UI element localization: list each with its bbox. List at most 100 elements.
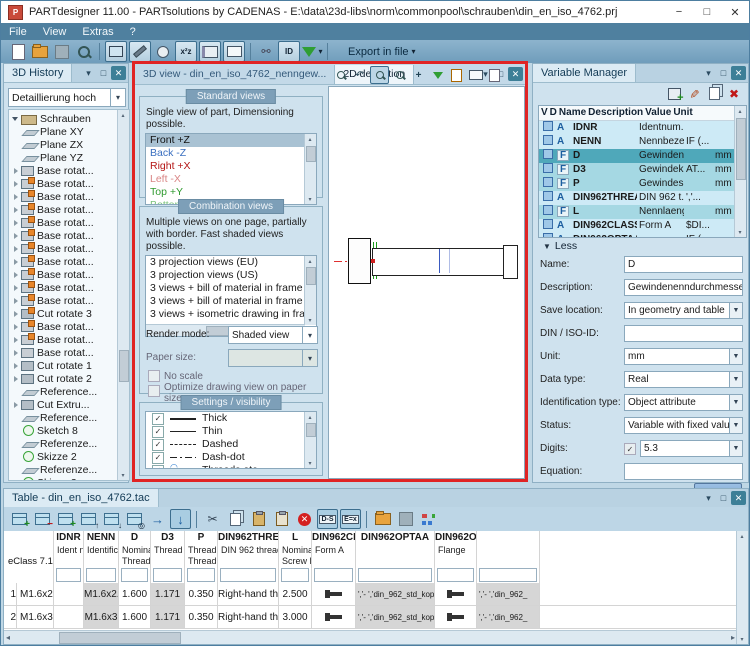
chevron-down-icon[interactable]: ▼ xyxy=(729,302,743,319)
field-control[interactable]: D xyxy=(624,256,743,273)
tree-caret-icon[interactable] xyxy=(11,244,21,254)
chevron-down-icon[interactable]: ▾ xyxy=(302,327,317,343)
delete-variable-icon[interactable]: ✖ xyxy=(728,86,740,101)
tree-item[interactable]: Sketch 8 xyxy=(9,424,129,437)
delete-row-icon[interactable] xyxy=(32,509,53,530)
tree-item[interactable]: Base rotat... xyxy=(9,333,129,346)
tree-caret-icon[interactable] xyxy=(11,257,21,267)
variable-manager-toggle-icon[interactable]: x²z xyxy=(175,41,197,62)
variable-column-header[interactable]: Description xyxy=(588,107,644,118)
variable-row[interactable]: A DIN962THREAD DIN 962 t... ','... xyxy=(539,191,746,205)
sphere-view-icon[interactable] xyxy=(153,42,173,61)
copy-icon[interactable] xyxy=(225,509,246,529)
tree-item[interactable]: Base rotat... xyxy=(9,216,129,229)
variable-row[interactable]: F P Gewindes... mm xyxy=(539,177,746,191)
delete-cells-icon[interactable]: ✕ xyxy=(294,509,315,529)
tree-item[interactable]: Base rotat... xyxy=(9,281,129,294)
list-scrollbar[interactable]: ▴ ▾ xyxy=(304,412,316,468)
tree-caret-icon[interactable] xyxy=(11,387,21,397)
new-sheet-icon[interactable] xyxy=(448,67,465,83)
move-row-up-icon[interactable] xyxy=(78,509,99,530)
menu-item[interactable]: ? xyxy=(129,25,136,38)
tree-item[interactable]: Plane ZX xyxy=(9,138,129,151)
edit-variable-icon[interactable]: ✎ xyxy=(687,88,701,99)
standard-view-item[interactable]: Back -Z xyxy=(150,147,187,159)
variable-column-header[interactable]: Name xyxy=(558,107,587,118)
column-header[interactable]: DIN962OPTAA✎ xyxy=(356,531,435,545)
add-row-icon[interactable] xyxy=(9,509,30,530)
field-control[interactable]: Object attribute xyxy=(624,394,743,411)
variable-column-header[interactable]: D xyxy=(549,107,557,118)
tab-3d-view[interactable]: 3D view - din_en_iso_4762_nenngew... xyxy=(135,64,336,84)
tree-item[interactable]: Cut rotate 3 xyxy=(9,307,129,320)
menu-item[interactable]: File xyxy=(9,25,27,38)
tree-item[interactable]: Base rotat... xyxy=(9,320,129,333)
chevron-down-icon[interactable]: ▼ xyxy=(729,371,743,388)
export-drawing-icon[interactable] xyxy=(486,67,503,83)
tree-item[interactable]: Plane XY xyxy=(9,125,129,138)
class-structure-icon[interactable] xyxy=(418,509,439,529)
new-document-icon[interactable] xyxy=(8,42,28,61)
panel-menu-icon[interactable]: ▾ xyxy=(86,67,91,78)
tree-caret-icon[interactable] xyxy=(11,335,21,345)
combination-view-item[interactable]: 3 projection views (US) xyxy=(150,269,258,281)
standard-view-item[interactable]: Top +Y xyxy=(150,186,183,198)
column-header[interactable]: L✎ xyxy=(279,531,312,545)
export-in-file-button[interactable]: Export in file ▾ xyxy=(348,45,416,58)
tree-caret-icon[interactable] xyxy=(11,439,21,449)
zoom-fit-icon[interactable] xyxy=(391,67,408,83)
drawing-canvas[interactable] xyxy=(328,86,525,479)
tree-caret-icon[interactable] xyxy=(11,114,21,124)
history-toggle-icon[interactable] xyxy=(129,41,151,62)
tree-item[interactable]: Base rotat... xyxy=(9,229,129,242)
column-header[interactable]: D3✎ xyxy=(151,531,185,545)
tree-item[interactable]: Plane YZ xyxy=(9,151,129,164)
panel-close-icon[interactable]: ✕ xyxy=(508,67,523,81)
chevron-down-icon[interactable]: ▼ xyxy=(729,417,743,434)
search-table-icon[interactable] xyxy=(124,509,145,530)
column-header[interactable]: DIN962CLASS✎ xyxy=(312,531,356,545)
tree-item[interactable]: Referenze... xyxy=(9,437,129,450)
tree-item[interactable]: Skizze 3 xyxy=(9,476,129,480)
chevron-down-icon[interactable]: ▼ xyxy=(729,348,743,365)
tree-caret-icon[interactable] xyxy=(11,140,21,150)
add-variable-icon[interactable] xyxy=(666,86,684,104)
save-icon[interactable] xyxy=(52,42,72,61)
list-scrollbar[interactable]: ▴ ▾ xyxy=(304,134,316,204)
tree-scrollbar[interactable]: ▴ ▾ xyxy=(117,110,129,480)
panel-maximize-icon[interactable]: □ xyxy=(720,68,727,78)
tree-item[interactable]: Schrauben xyxy=(9,112,129,125)
detail-level-combo[interactable]: Detaillierung hoch ▾ xyxy=(8,88,126,107)
print-icon[interactable] xyxy=(467,67,484,83)
tree-caret-icon[interactable] xyxy=(11,426,21,436)
settings-item[interactable]: ✓ Threads etc. xyxy=(146,461,305,468)
tree-item[interactable]: Cut rotate 1 xyxy=(9,359,129,372)
menu-item[interactable]: View xyxy=(42,25,67,38)
menu-item[interactable]: Extras xyxy=(82,25,114,38)
minimize-button[interactable]: − xyxy=(675,6,683,18)
filter-input[interactable] xyxy=(281,568,309,582)
tree-caret-icon[interactable] xyxy=(11,153,21,163)
tree-item[interactable]: Base rotat... xyxy=(9,346,129,359)
tree-item[interactable]: Skizze 2 xyxy=(9,450,129,463)
tree-item[interactable]: Reference... xyxy=(9,385,129,398)
maximize-button[interactable]: □ xyxy=(703,6,711,18)
tree-caret-icon[interactable] xyxy=(11,205,21,215)
tree-caret-icon[interactable] xyxy=(11,361,21,371)
row-header[interactable]: 2 M1.6x3 xyxy=(4,606,54,629)
panel-menu-icon[interactable]: ▾ xyxy=(706,492,711,503)
visibility-checkbox[interactable]: ✓ xyxy=(152,438,164,451)
tree-caret-icon[interactable] xyxy=(11,218,21,228)
panel-menu-icon[interactable]: ▾ xyxy=(483,68,488,79)
less-expander[interactable]: ▼ Less xyxy=(543,240,578,252)
filter-input[interactable] xyxy=(187,568,215,582)
standard-view-item[interactable]: Left -X xyxy=(150,173,181,185)
column-header[interactable]: DIN962OPT1✎ xyxy=(435,531,477,545)
insert-row-icon[interactable] xyxy=(55,509,76,530)
settings-item[interactable]: ✓ Thick xyxy=(146,412,305,425)
tree-caret-icon[interactable] xyxy=(11,166,21,176)
filter-input[interactable] xyxy=(479,568,537,582)
field-control[interactable] xyxy=(624,325,743,342)
tree-item[interactable]: Cut rotate 2 xyxy=(9,372,129,385)
tree-caret-icon[interactable] xyxy=(11,309,21,319)
